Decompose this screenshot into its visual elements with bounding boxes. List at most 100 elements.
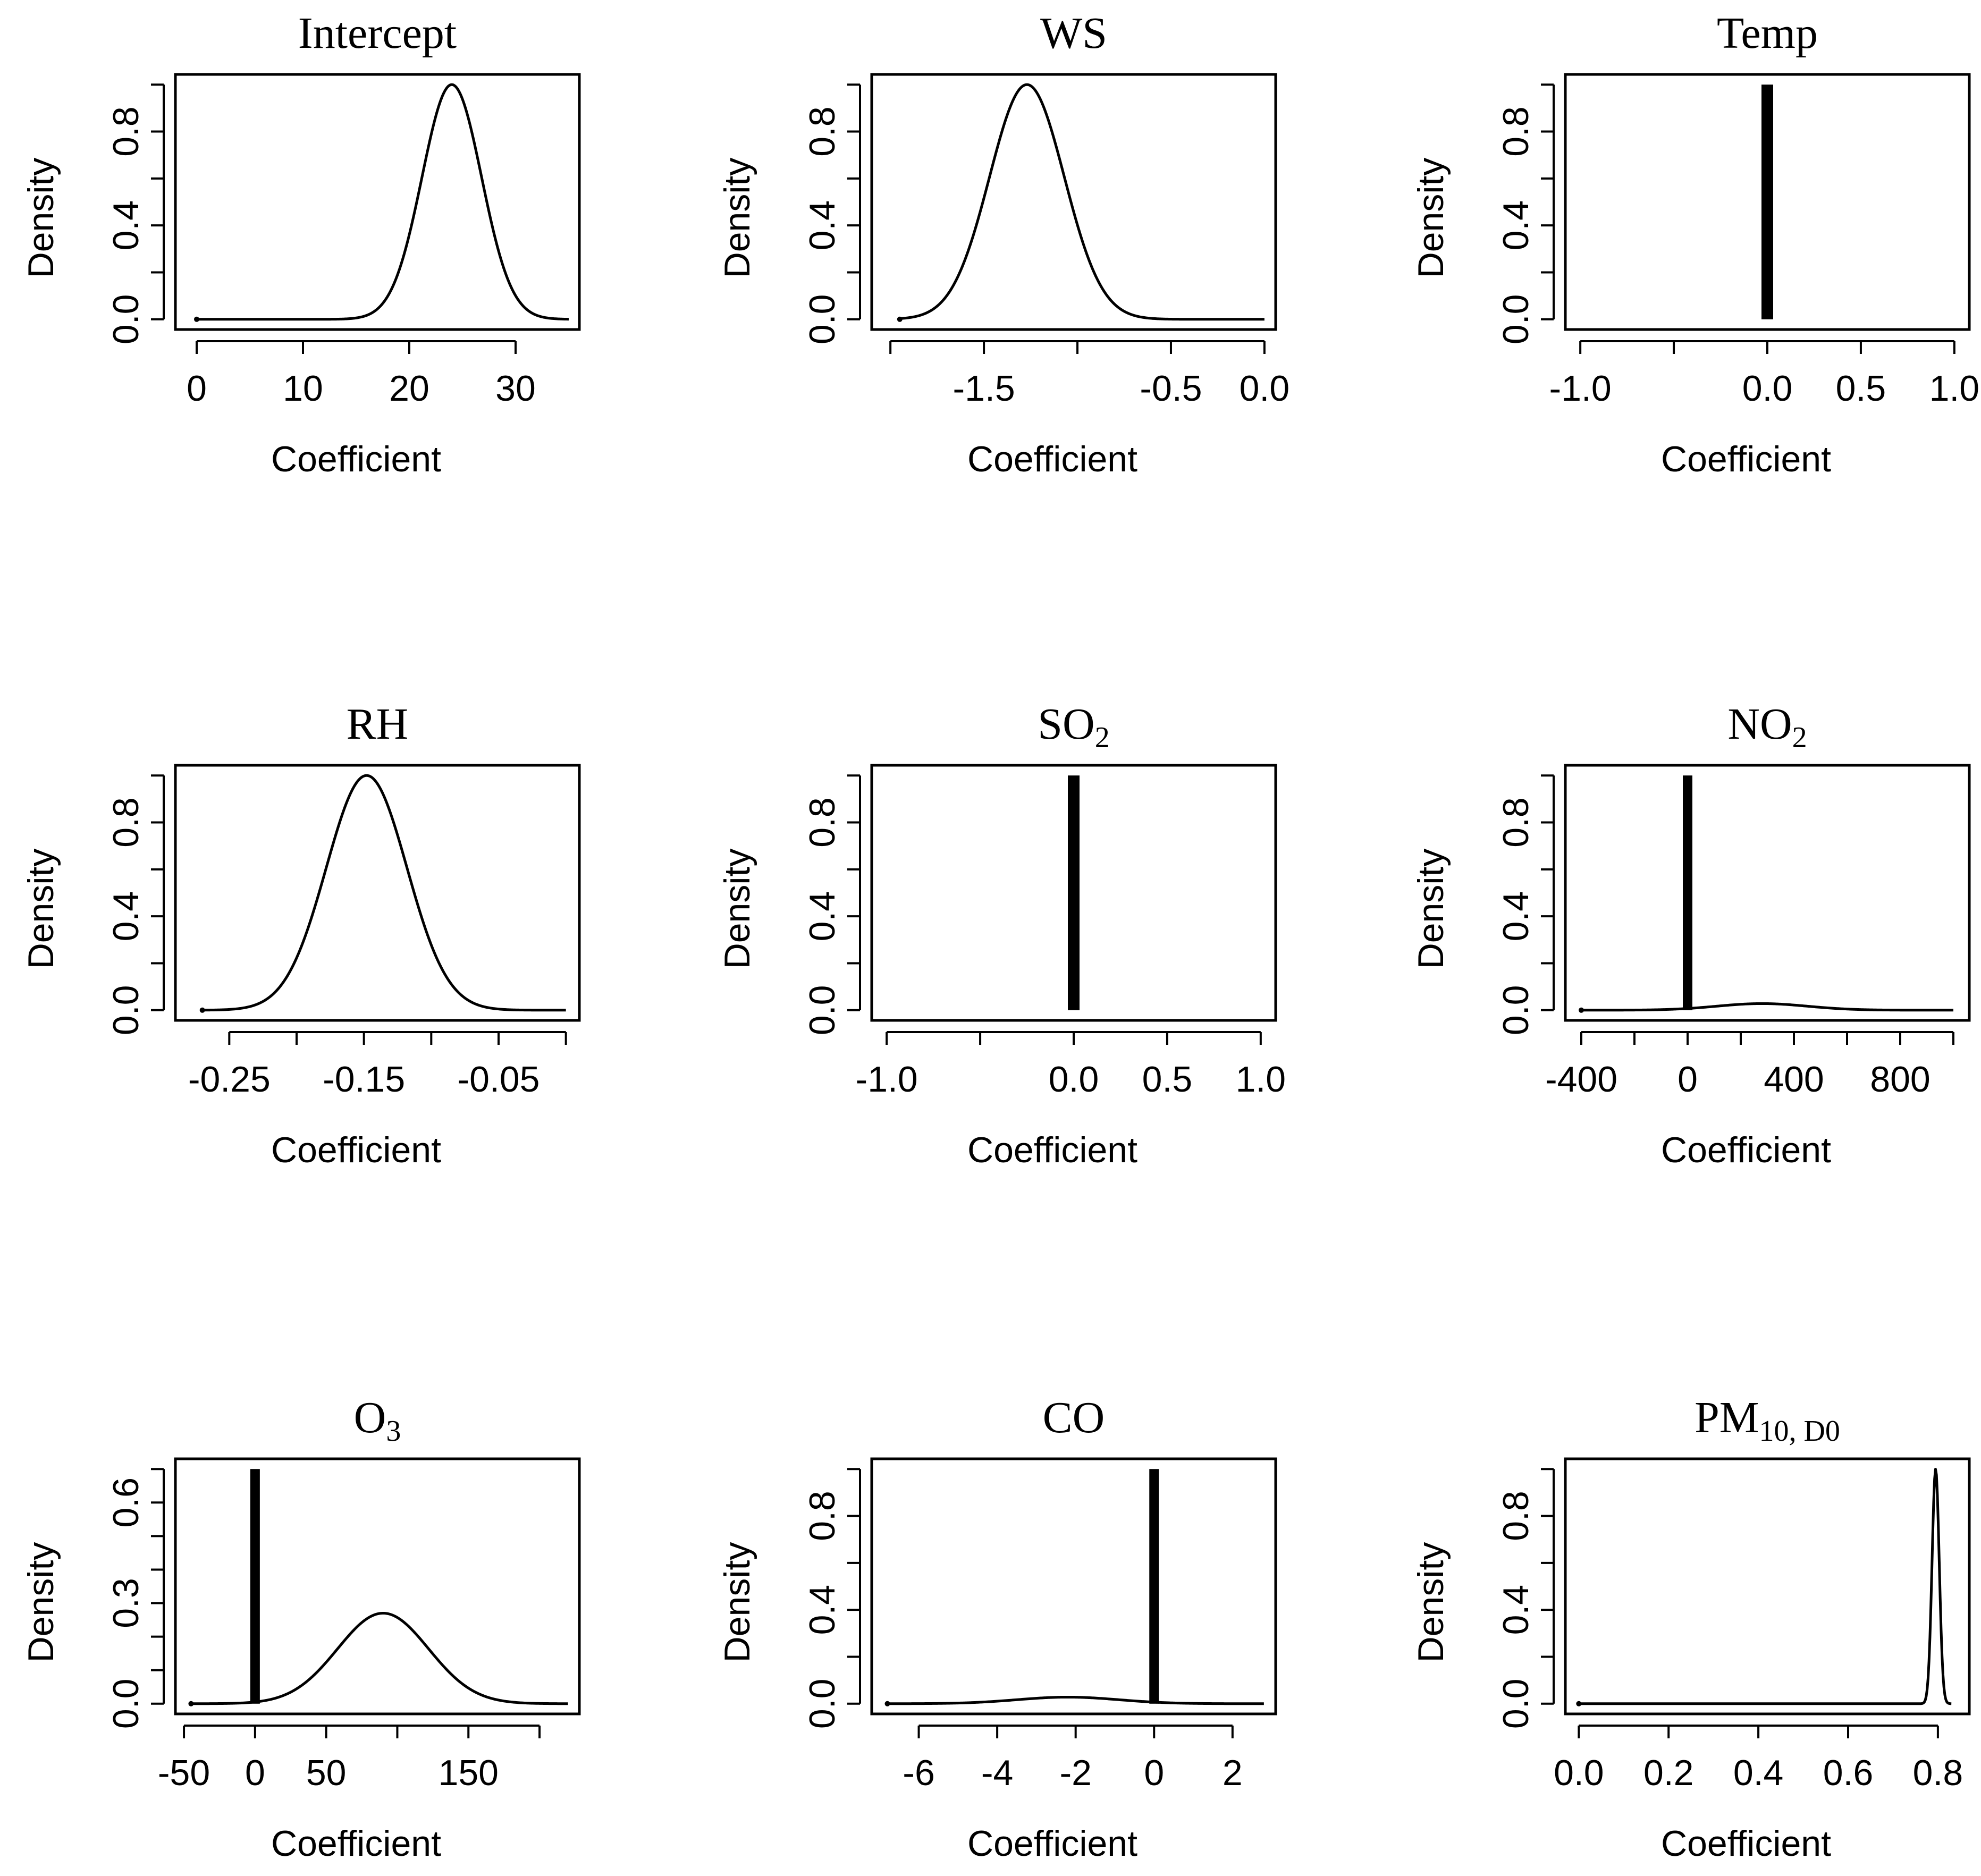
x-tick-label: 0 bbox=[245, 1753, 265, 1793]
y-axis-title: Density bbox=[1411, 1542, 1451, 1663]
x-axis: 0.0 0.2 0.4 0.6 0.8 Coefficient bbox=[1554, 1725, 1963, 1864]
y-tick-label: 0.4 bbox=[1496, 1585, 1536, 1635]
x-tick-label: 800 bbox=[1870, 1059, 1930, 1100]
x-tick-label: 0.6 bbox=[1823, 1753, 1874, 1793]
density-curve bbox=[1581, 1002, 1954, 1012]
panel-pm10: 0.0 0.2 0.4 0.6 0.8 Coefficient 0.0 0.4 0.8 Densi… bbox=[1411, 1393, 1971, 1864]
x-tick-label: -2 bbox=[1059, 1753, 1091, 1793]
series-density bbox=[194, 83, 569, 322]
y-axis: 0.0 0.4 0.8 Density bbox=[717, 83, 861, 344]
x-tick-label: 0.8 bbox=[1913, 1753, 1963, 1793]
x-tick-label: 400 bbox=[1764, 1059, 1824, 1100]
point-mass-spike bbox=[1761, 84, 1773, 319]
y-tick-label: 0.8 bbox=[802, 1491, 842, 1541]
x-tick-label: -0.15 bbox=[323, 1059, 405, 1100]
curve-start-point bbox=[1579, 1007, 1584, 1013]
x-axis-title: Coefficient bbox=[967, 1823, 1137, 1864]
x-tick-label: 0.0 bbox=[1742, 368, 1793, 409]
panel-title-main: NO bbox=[1727, 699, 1792, 749]
panel-title-main: WS bbox=[1040, 9, 1107, 58]
plot-frame bbox=[870, 73, 1277, 331]
panel-co: -6 -4 -2 0 2 Coefficient 0.0 0.4 0.8 Density CO bbox=[717, 1393, 1277, 1864]
x-tick-label: 150 bbox=[439, 1753, 499, 1793]
x-tick-label: 0 bbox=[187, 368, 207, 409]
plot-frame bbox=[1564, 764, 1971, 1022]
x-tick-label: -1.0 bbox=[856, 1059, 918, 1100]
curve-start-point bbox=[194, 316, 199, 322]
y-axis-title: Density bbox=[21, 1542, 61, 1663]
y-tick-label: 0.0 bbox=[106, 1679, 146, 1729]
x-tick-label: 0.5 bbox=[1142, 1059, 1193, 1100]
panel-ws: -1.5 -0.5 0.0 Coefficient 0.0 0.4 0.8 Density WS bbox=[717, 9, 1289, 479]
panel-title-main: RH bbox=[347, 699, 409, 749]
panel-temp: -1.0 0.0 0.5 1.0 Coefficient 0.0 0.4 0.8 Density… bbox=[1411, 9, 1979, 479]
y-tick-label: 0.4 bbox=[802, 1585, 842, 1635]
x-axis: -1.5 -0.5 0.0 Coefficient bbox=[889, 340, 1290, 479]
y-tick-label: 0.8 bbox=[1496, 106, 1536, 157]
x-tick-label: -400 bbox=[1545, 1059, 1617, 1100]
density-curve bbox=[196, 83, 569, 321]
x-axis: 0 10 20 30 Coefficient bbox=[187, 340, 536, 479]
x-tick-label: 1.0 bbox=[1929, 368, 1980, 409]
x-axis: -50 0 50 150 Coefficient bbox=[158, 1725, 541, 1864]
plot-frame bbox=[1564, 1457, 1971, 1716]
curve-start-point bbox=[897, 316, 903, 322]
x-tick-label: -4 bbox=[981, 1753, 1013, 1793]
x-tick-label: -1.5 bbox=[953, 368, 1015, 409]
x-tick-label: 10 bbox=[283, 368, 323, 409]
y-tick-label: 0.0 bbox=[106, 294, 146, 345]
y-tick-label: 0.4 bbox=[106, 200, 146, 251]
panel-o3: -50 0 50 150 Coefficient 0.0 0.3 0.6 Density O3 bbox=[21, 1393, 581, 1864]
y-axis-title: Density bbox=[717, 1542, 757, 1663]
panel-title: PM10, D0 bbox=[1695, 1393, 1840, 1448]
panel-title-main: CO bbox=[1043, 1393, 1105, 1442]
curve-start-point bbox=[199, 1007, 205, 1013]
y-tick-label: 0.0 bbox=[1496, 294, 1536, 345]
panel-title: WS bbox=[1040, 9, 1107, 58]
x-tick-label: 0 bbox=[1677, 1059, 1698, 1100]
y-axis: 0.0 0.4 0.8 Density bbox=[717, 1468, 861, 1729]
density-curve bbox=[899, 83, 1265, 321]
plot-frame bbox=[870, 764, 1277, 1022]
x-tick-label: 0.0 bbox=[1240, 368, 1290, 409]
x-axis-title: Coefficient bbox=[271, 1823, 441, 1864]
panel-title: Intercept bbox=[298, 9, 457, 58]
panel-no2: -400 0 400 800 Coefficient 0.0 0.4 0.8 Density NO… bbox=[1411, 699, 1971, 1170]
x-tick-label: -0.05 bbox=[458, 1059, 540, 1100]
panel-title: Temp bbox=[1717, 9, 1818, 58]
y-tick-label: 0.8 bbox=[106, 797, 146, 848]
panel-so2: -1.0 0.0 0.5 1.0 Coefficient 0.0 0.4 0.8 Density… bbox=[717, 699, 1286, 1170]
y-tick-label: 0.4 bbox=[802, 200, 842, 251]
y-axis-title: Density bbox=[717, 849, 757, 969]
series-density bbox=[199, 774, 567, 1013]
plot-frame bbox=[870, 1457, 1277, 1716]
y-tick-label: 0.4 bbox=[1496, 891, 1536, 942]
x-axis: -1.0 0.0 0.5 1.0 Coefficient bbox=[856, 1031, 1286, 1170]
y-tick-label: 0.8 bbox=[1496, 1491, 1536, 1541]
panel-title-subscript: 3 bbox=[386, 1415, 401, 1448]
y-tick-label: 0.4 bbox=[106, 891, 146, 942]
series-density bbox=[1068, 775, 1080, 1010]
density-curve bbox=[1578, 1467, 1952, 1705]
panel-title: SO2 bbox=[1038, 699, 1109, 754]
x-tick-label: -1.0 bbox=[1549, 368, 1612, 409]
x-tick-label: 0.4 bbox=[1733, 1753, 1784, 1793]
series-density bbox=[188, 1469, 569, 1706]
plot-frame bbox=[174, 764, 581, 1022]
x-axis-title: Coefficient bbox=[1661, 1823, 1831, 1864]
panel-title-subscript: 2 bbox=[1095, 721, 1110, 754]
series-density bbox=[897, 83, 1265, 322]
y-tick-label: 0.4 bbox=[1496, 200, 1536, 251]
series-density bbox=[1576, 1467, 1952, 1706]
x-tick-label: 0 bbox=[1144, 1753, 1164, 1793]
panel-title-subscript: 10, D0 bbox=[1759, 1415, 1840, 1448]
series-density bbox=[1761, 84, 1773, 319]
panel-title-main: PM bbox=[1695, 1393, 1759, 1442]
x-tick-label: -0.25 bbox=[188, 1059, 271, 1100]
x-tick-label: 50 bbox=[306, 1753, 347, 1793]
panel-title: NO2 bbox=[1727, 699, 1807, 754]
panel-rh: -0.25 -0.15 -0.05 Coefficient 0.0 0.4 0.8 Densi… bbox=[21, 699, 581, 1170]
curve-start-point bbox=[884, 1701, 890, 1706]
y-axis-title: Density bbox=[717, 158, 757, 278]
panel-title: RH bbox=[347, 699, 409, 749]
